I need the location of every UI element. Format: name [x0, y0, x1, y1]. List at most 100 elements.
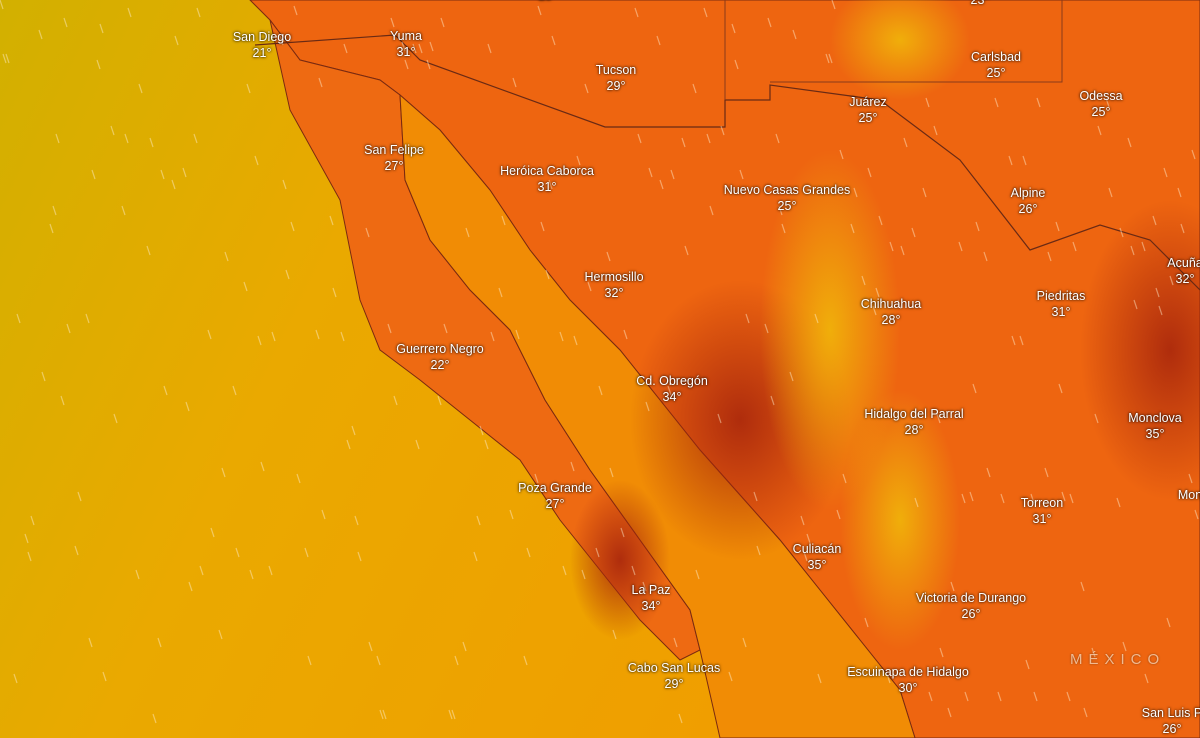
city-label[interactable]: Piedritas 31°: [1037, 288, 1086, 320]
city-label[interactable]: Mon: [1178, 487, 1200, 503]
wind-particle: [1025, 659, 1030, 670]
wind-particle: [753, 491, 758, 502]
wind-particle: [656, 35, 661, 46]
city-label[interactable]: Yuma 31°: [390, 28, 422, 60]
wind-particle: [1061, 491, 1066, 502]
wind-particle: [426, 59, 431, 70]
wind-particle: [135, 569, 140, 580]
city-label[interactable]: Cd. Obregón 34°: [636, 373, 708, 405]
wind-particle: [1166, 617, 1171, 628]
wind-particle: [1141, 241, 1146, 252]
wind-particle: [551, 35, 556, 46]
wind-particle: [357, 551, 362, 562]
city-label[interactable]: Tucson 29°: [596, 62, 637, 94]
city-temperature: 32°: [604, 286, 624, 300]
wind-particle: [606, 251, 611, 262]
city-label[interactable]: Juárez 25°: [849, 94, 887, 126]
wind-particle: [515, 329, 520, 340]
wind-particle: [279, 35, 284, 46]
wind-particle: [789, 371, 794, 382]
city-label[interactable]: Odessa 25°: [1079, 88, 1122, 120]
wind-particle: [1144, 673, 1149, 684]
wind-particle: [717, 413, 722, 424]
wind-particle: [598, 385, 603, 396]
city-label[interactable]: Torreon 31°: [1021, 495, 1063, 527]
wind-particle: [418, 43, 423, 54]
wind-particle: [731, 23, 736, 34]
wind-particle: [767, 17, 772, 28]
wind-particle: [734, 59, 739, 70]
wind-particle: [127, 7, 132, 18]
wind-particle: [1058, 383, 1063, 394]
city-label[interactable]: Chihuahua 28°: [861, 296, 921, 328]
wind-particle: [207, 329, 212, 340]
city-label[interactable]: Guerrero Negro 22°: [396, 341, 484, 373]
wind-particle: [825, 53, 830, 64]
city-label[interactable]: San Luis P 26°: [1142, 705, 1200, 737]
wind-particle: [479, 425, 484, 436]
wind-particle: [41, 371, 46, 382]
city-label[interactable]: 23°: [971, 0, 990, 8]
city-name: San Felipe: [364, 143, 424, 157]
wind-particle: [637, 133, 642, 144]
wind-particle: [5, 53, 10, 64]
city-temperature: 26°: [1018, 202, 1038, 216]
wind-particle: [836, 509, 841, 520]
wind-particle: [831, 0, 836, 10]
city-name: Mon: [1177, 488, 1200, 502]
wind-particle: [914, 497, 919, 508]
city-temperature: 21°: [252, 46, 272, 60]
city-name: Hermosillo: [584, 270, 644, 284]
city-label[interactable]: Monclova 35°: [1128, 410, 1182, 442]
wind-particle: [138, 83, 143, 94]
city-label[interactable]: Cabo San Lucas 29°: [628, 660, 720, 692]
city-temperature: 26°: [961, 607, 981, 621]
wind-particle: [443, 323, 448, 334]
wind-particle: [1083, 707, 1088, 718]
wind-particle: [1116, 497, 1121, 508]
city-name: Poza Grande: [518, 481, 592, 495]
city-label[interactable]: La Paz 34°: [632, 582, 671, 614]
city-temperature: 22°: [430, 358, 450, 372]
wind-particle: [1188, 473, 1193, 484]
city-label[interactable]: Victoria de Durango 26°: [916, 590, 1026, 622]
wind-particle: [77, 491, 82, 502]
city-temperature: 28°: [904, 423, 924, 437]
wind-particle: [1119, 227, 1124, 238]
city-name: Juárez: [849, 95, 887, 109]
city-temperature: 34°: [641, 599, 661, 613]
wind-particle: [1008, 155, 1013, 166]
wind-particle: [709, 205, 714, 216]
wind-particle: [243, 281, 248, 292]
wind-particle: [512, 77, 517, 88]
wind-particle: [163, 385, 168, 396]
wind-particle: [232, 385, 237, 396]
city-label[interactable]: Poza Grande 27°: [518, 480, 592, 512]
wind-particle: [152, 713, 157, 724]
wind-particle: [1066, 691, 1071, 702]
city-label[interactable]: 29°: [539, 0, 558, 4]
city-temperature: 27°: [384, 159, 404, 173]
wind-particle: [1000, 493, 1005, 504]
city-label[interactable]: Hidalgo del Parral 28°: [864, 406, 963, 438]
city-label[interactable]: Carlsbad 25°: [971, 49, 1021, 81]
wind-particle: [728, 671, 733, 682]
city-label[interactable]: San Felipe 27°: [364, 142, 424, 174]
city-label[interactable]: Hermosillo 32°: [584, 269, 643, 301]
city-label[interactable]: Alpine 26°: [1011, 185, 1046, 217]
city-label[interactable]: Acuña 32°: [1167, 255, 1200, 287]
wind-particle: [681, 137, 686, 148]
wind-particle: [1122, 641, 1127, 652]
wind-particle: [1019, 335, 1024, 346]
wind-particle: [645, 401, 650, 412]
wind-particle: [570, 461, 575, 472]
wind-particle: [476, 515, 481, 526]
wind-particle: [27, 551, 32, 562]
city-label[interactable]: Escuinapa de Hidalgo 30°: [847, 664, 969, 696]
city-label[interactable]: Culiacán 35°: [793, 541, 842, 573]
wind-particle: [346, 439, 351, 450]
city-label[interactable]: Heróica Caborca 31°: [500, 163, 594, 195]
city-label[interactable]: Nuevo Casas Grandes 25°: [724, 182, 850, 214]
city-label[interactable]: San Diego 21°: [233, 29, 291, 61]
